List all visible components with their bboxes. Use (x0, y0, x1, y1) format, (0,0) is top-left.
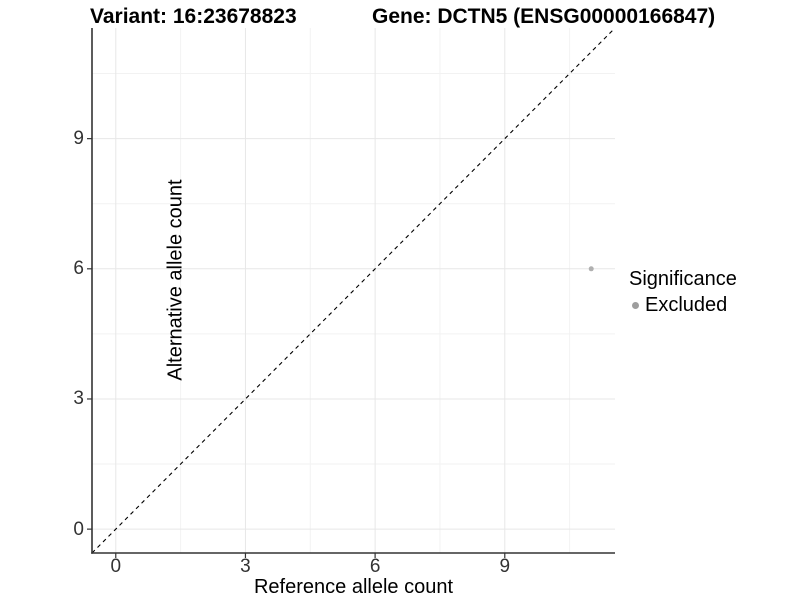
identity-reference-line (92, 28, 615, 553)
y-tick-label: 9 (73, 128, 84, 150)
x-tick-label: 6 (369, 556, 381, 577)
x-tick-label: 3 (240, 556, 251, 577)
x-axis-title: Reference allele count (253, 576, 453, 598)
legend-entry-excluded: Excluded (632, 294, 737, 317)
y-tick-label: 6 (73, 258, 84, 280)
data-point (588, 266, 594, 272)
plot-title-variant: Variant: 16:23678823 (90, 5, 297, 28)
legend-point-icon (632, 302, 639, 309)
x-tick-label: 9 (499, 556, 511, 577)
x-tick-label: 0 (110, 556, 122, 577)
legend: Significance Excluded (629, 268, 737, 317)
y-tick-label: 0 (73, 518, 84, 540)
plot-title-gene: Gene: DCTN5 (ENSG00000166847) (372, 5, 716, 28)
y-axis-title: Alternative allele count (164, 179, 187, 381)
y-tick-label: 3 (73, 388, 84, 410)
legend-title: Significance (629, 268, 737, 290)
legend-entry-label: Excluded (645, 294, 728, 316)
